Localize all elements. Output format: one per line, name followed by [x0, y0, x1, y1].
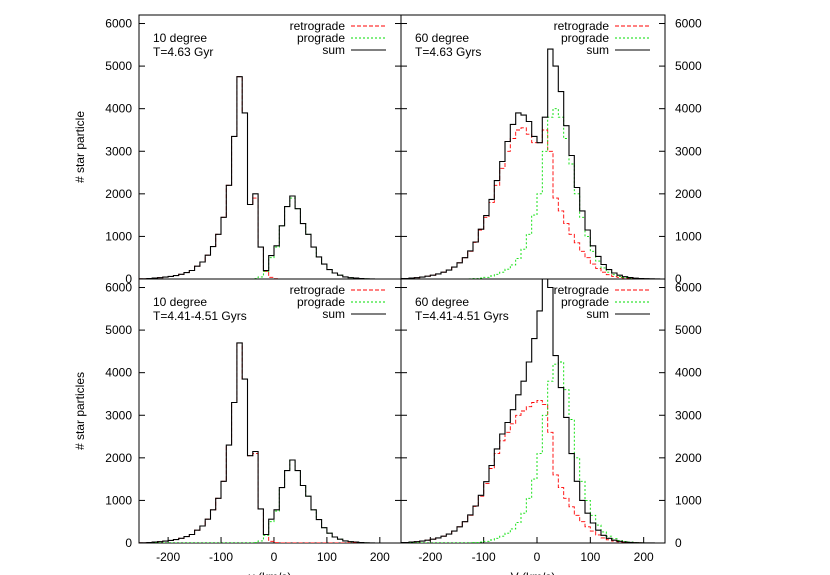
x-axis-label: V (km/s): [511, 570, 556, 575]
y-tick-label: 4000: [675, 366, 702, 380]
y-tick-label: 1000: [675, 493, 702, 507]
series-prograde: [139, 197, 401, 279]
y-tick-label: 2000: [105, 187, 132, 201]
legend-label-prograde: prograde: [561, 31, 609, 45]
legend-label-sum: sum: [586, 307, 609, 321]
legend-label-sum: sum: [322, 307, 345, 321]
series-prograde: [401, 361, 665, 543]
histogram-layer: [401, 279, 665, 543]
series-retrograde: [139, 76, 401, 279]
y-tick-label: 1000: [105, 229, 132, 243]
panel-annotation: 10 degree: [153, 295, 207, 309]
legend-label-sum: sum: [322, 43, 345, 57]
series-sum: [401, 48, 665, 279]
panel-annotation: T=4.63 Gyr: [153, 45, 213, 59]
y-tick-label: 6000: [675, 17, 702, 31]
series-sum: [139, 342, 401, 543]
y-tick-label: 2000: [105, 451, 132, 465]
legend-label-retrograde: retrograde: [554, 19, 610, 33]
y-tick-label: 5000: [105, 323, 132, 337]
legend-label-prograde: prograde: [561, 295, 609, 309]
panel-annotation: 10 degree: [153, 31, 207, 45]
y-tick-label: 4000: [105, 366, 132, 380]
histogram-layer: [401, 48, 665, 279]
x-tick-label: -100: [472, 550, 496, 564]
panel-annotation: T=4.63 Gyrs: [415, 45, 481, 59]
y-tick-label: 0: [675, 272, 682, 286]
x-tick-label: 0: [534, 550, 541, 564]
y-tick-label: 0: [675, 536, 682, 550]
y-tick-label: 0: [125, 536, 132, 550]
y-tick-label: 6000: [105, 17, 132, 31]
legend-label-prograde: prograde: [297, 31, 345, 45]
y-axis-label: # star particles: [73, 372, 87, 450]
legend-label-sum: sum: [586, 43, 609, 57]
y-tick-label: 2000: [675, 451, 702, 465]
series-retrograde: [139, 342, 401, 543]
series-sum: [139, 76, 401, 279]
y-tick-label: 3000: [675, 408, 702, 422]
panel-annotation: 60 degree: [415, 295, 469, 309]
x-tick-label: 0: [271, 550, 278, 564]
series-retrograde: [401, 127, 665, 279]
x-tick-label: -200: [156, 550, 180, 564]
panel-annotation: T=4.41-4.51 Gyrs: [153, 309, 247, 323]
series-prograde: [139, 459, 401, 543]
y-tick-label: 4000: [675, 102, 702, 116]
x-tick-label: 200: [634, 550, 654, 564]
legend-label-prograde: prograde: [297, 295, 345, 309]
series-retrograde: [401, 399, 665, 543]
y-tick-label: 1000: [105, 493, 132, 507]
series-prograde: [401, 108, 665, 279]
y-axis-label: # star particle: [73, 111, 87, 183]
y-tick-label: 5000: [105, 59, 132, 73]
series-sum: [401, 279, 665, 543]
y-tick-label: 5000: [675, 59, 702, 73]
y-tick-label: 6000: [105, 281, 132, 295]
y-tick-label: 1000: [675, 229, 702, 243]
panel-bottom-right: 0 1000 2000 3000 4000 5000 6000 -200 -100 0 100 200…: [400, 278, 702, 575]
x-tick-label: -200: [418, 550, 442, 564]
x-tick-label: -100: [209, 550, 233, 564]
histogram-layer: [139, 76, 401, 279]
legend-label-retrograde: retrograde: [290, 19, 346, 33]
legend-label-retrograde: retrograde: [290, 283, 346, 297]
x-axis-label: v (km/s): [249, 570, 292, 575]
plot-frame: [400, 278, 666, 544]
panel-annotation: T=4.41-4.51 Gyrs: [415, 309, 509, 323]
y-tick-label: 5000: [675, 323, 702, 337]
legend-label-retrograde: retrograde: [554, 283, 610, 297]
x-tick-label: 100: [580, 550, 600, 564]
y-tick-label: 3000: [105, 408, 132, 422]
panel-bottom-left: 0 1000 2000 3000 4000 5000 6000 -200 -100 0 100 200…: [73, 278, 402, 575]
y-tick-label: 0: [125, 272, 132, 286]
panel-annotation: 60 degree: [415, 31, 469, 45]
x-tick-label: 200: [370, 550, 390, 564]
y-tick-label: 4000: [105, 102, 132, 116]
y-tick-label: 6000: [675, 281, 702, 295]
panel-top-left: 0 1000 2000 3000 4000 5000 6000 10 degreeT=4.63…: [73, 14, 402, 286]
x-tick-label: 100: [317, 550, 337, 564]
y-tick-label: 3000: [105, 144, 132, 158]
panel-top-right: 0 1000 2000 3000 4000 5000 6000 60 degreeT=4.63…: [400, 14, 702, 286]
y-tick-label: 3000: [675, 144, 702, 158]
y-tick-label: 2000: [675, 187, 702, 201]
histogram-layer: [139, 342, 401, 543]
